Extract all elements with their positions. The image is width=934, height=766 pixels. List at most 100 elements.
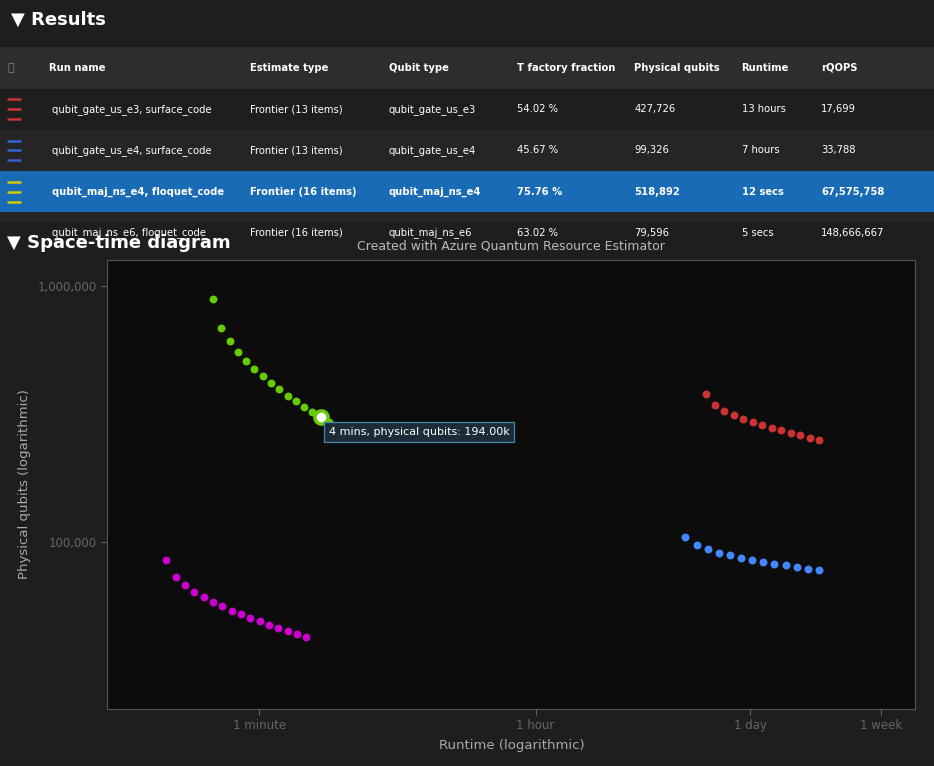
Point <box>234 608 248 620</box>
Text: Runtime: Runtime <box>742 63 789 73</box>
Text: 12 secs: 12 secs <box>742 187 784 197</box>
Text: 45.67 %: 45.67 % <box>517 146 559 155</box>
Text: qubit_maj_ns_e4: qubit_maj_ns_e4 <box>389 186 481 197</box>
Text: qubit_maj_ns_e6: qubit_maj_ns_e6 <box>389 228 472 238</box>
Text: 13 hours: 13 hours <box>742 104 785 114</box>
Point <box>678 531 693 543</box>
Point <box>187 585 202 597</box>
Point <box>800 562 815 574</box>
Point <box>252 615 267 627</box>
Point <box>255 370 270 382</box>
Point <box>159 554 174 566</box>
Point <box>305 406 320 418</box>
Text: ▼ Results: ▼ Results <box>11 11 106 29</box>
Point <box>736 413 751 425</box>
Point <box>700 543 715 555</box>
Point <box>313 411 328 424</box>
Point <box>812 434 827 446</box>
Text: 148,666,667: 148,666,667 <box>821 228 884 237</box>
Point <box>321 416 336 428</box>
Text: Frontier (16 items): Frontier (16 items) <box>250 187 357 197</box>
Point <box>280 389 295 401</box>
Text: 33,788: 33,788 <box>821 146 856 155</box>
X-axis label: Runtime (logarithmic): Runtime (logarithmic) <box>439 739 584 752</box>
Point <box>812 564 827 576</box>
Point <box>290 628 304 640</box>
Point <box>205 293 220 305</box>
Text: qubit_gate_us_e4: qubit_gate_us_e4 <box>389 145 475 156</box>
Text: 17,699: 17,699 <box>821 104 856 114</box>
Point <box>222 335 237 347</box>
Text: Estimate type: Estimate type <box>250 63 329 73</box>
Point <box>239 355 254 367</box>
Point <box>262 619 276 631</box>
Text: 4 mins, physical qubits: 194.00k: 4 mins, physical qubits: 194.00k <box>329 427 509 437</box>
Point <box>722 549 737 561</box>
FancyBboxPatch shape <box>0 130 934 171</box>
Point <box>224 604 239 617</box>
Text: qubit_maj_ns_e4, floquet_code: qubit_maj_ns_e4, floquet_code <box>52 186 224 197</box>
Point <box>745 416 760 428</box>
Point <box>717 404 732 417</box>
Point <box>733 552 748 564</box>
Point <box>689 539 704 552</box>
Point <box>205 596 220 608</box>
Point <box>215 601 230 613</box>
Point <box>727 409 742 421</box>
Text: qubit_gate_us_e4, surface_code: qubit_gate_us_e4, surface_code <box>52 145 212 156</box>
Point <box>196 591 211 604</box>
Point <box>802 431 817 444</box>
Point <box>263 377 278 389</box>
Text: Frontier (13 items): Frontier (13 items) <box>250 104 343 114</box>
Text: 427,726: 427,726 <box>634 104 675 114</box>
FancyBboxPatch shape <box>0 89 934 130</box>
Point <box>330 421 345 433</box>
Point <box>231 345 246 358</box>
Text: Frontier (16 items): Frontier (16 items) <box>250 228 343 237</box>
Point <box>773 424 788 437</box>
Point <box>784 427 799 439</box>
Point <box>756 555 771 568</box>
Text: qubit_gate_us_e3: qubit_gate_us_e3 <box>389 104 475 115</box>
FancyBboxPatch shape <box>0 171 934 212</box>
Point <box>789 561 804 573</box>
FancyBboxPatch shape <box>0 212 934 254</box>
Text: Physical qubits: Physical qubits <box>634 63 720 73</box>
Text: rQOPS: rQOPS <box>821 63 857 73</box>
Text: qubit_maj_ns_e6, floquet_code: qubit_maj_ns_e6, floquet_code <box>52 228 206 238</box>
Text: qubit_gate_us_e3, surface_code: qubit_gate_us_e3, surface_code <box>52 104 212 115</box>
Point <box>243 612 258 624</box>
Text: 63.02 %: 63.02 % <box>517 228 559 237</box>
Point <box>214 322 229 334</box>
Text: 79,596: 79,596 <box>634 228 669 237</box>
Point <box>299 630 314 643</box>
Point <box>698 388 713 400</box>
Point <box>767 558 782 570</box>
Point <box>247 362 262 375</box>
Text: 518,892: 518,892 <box>634 187 680 197</box>
Point <box>280 625 295 637</box>
Text: 5 secs: 5 secs <box>742 228 773 237</box>
Point <box>712 546 727 558</box>
Text: 67,575,758: 67,575,758 <box>821 187 884 197</box>
Text: 75.76 %: 75.76 % <box>517 187 562 197</box>
Point <box>755 419 770 431</box>
Point <box>764 422 779 434</box>
FancyBboxPatch shape <box>0 47 934 89</box>
Text: T factory fraction: T factory fraction <box>517 63 616 73</box>
Point <box>793 429 808 441</box>
Text: 54.02 %: 54.02 % <box>517 104 559 114</box>
Point <box>708 399 723 411</box>
Point <box>271 622 286 634</box>
Point <box>177 579 192 591</box>
Y-axis label: Physical qubits (logarithmic): Physical qubits (logarithmic) <box>18 390 31 579</box>
Title: Created with Azure Quantum Resource Estimator: Created with Azure Quantum Resource Esti… <box>358 239 665 252</box>
Text: Run name: Run name <box>49 63 105 73</box>
Point <box>289 395 304 408</box>
Text: Qubit type: Qubit type <box>389 63 448 73</box>
Point <box>297 401 312 413</box>
Point <box>778 559 793 571</box>
Text: Frontier (13 items): Frontier (13 items) <box>250 146 343 155</box>
Text: ▼ Space-time diagram: ▼ Space-time diagram <box>7 234 231 252</box>
Text: ⧉: ⧉ <box>7 63 14 73</box>
